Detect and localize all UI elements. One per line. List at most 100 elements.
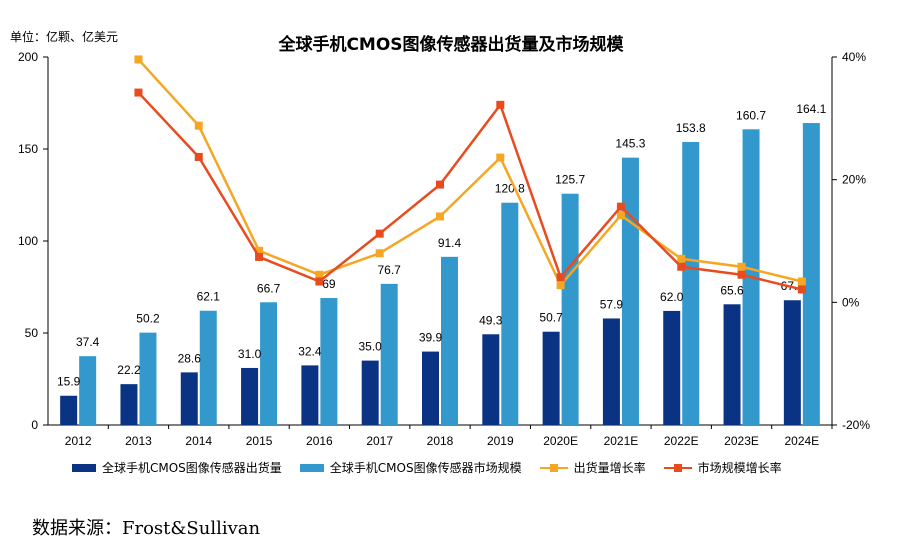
- point-market-growth: [194, 152, 203, 161]
- data-label-shipments: 39.9: [419, 331, 443, 345]
- data-label-shipments: 57.9: [600, 297, 624, 311]
- point-shipment-growth: [436, 212, 444, 221]
- data-label-shipments: 35.0: [359, 340, 383, 354]
- x-axis-tick-label: 2021E: [604, 434, 639, 448]
- bar-market: [139, 332, 157, 425]
- legend-item-market-growth: 市场规模增长率: [663, 459, 782, 476]
- data-label-market: 69: [322, 277, 336, 291]
- right-axis-tick-label: 40%: [842, 50, 866, 64]
- x-axis-tick-label: 2019: [487, 434, 514, 448]
- point-shipment-growth: [556, 281, 565, 290]
- point-market-growth: [255, 252, 264, 261]
- point-market-growth: [134, 88, 143, 97]
- right-axis-tick-label: 20%: [842, 173, 866, 187]
- data-label-market: 153.8: [676, 121, 706, 135]
- data-label-shipments: 28.6: [178, 351, 202, 365]
- bar-shipments: [602, 318, 620, 425]
- x-axis-tick-label: 2014: [185, 434, 212, 448]
- bar-market: [260, 302, 278, 425]
- bar-shipments: [542, 331, 560, 425]
- point-market-growth: [496, 100, 505, 109]
- data-label-market: 62.1: [197, 290, 221, 304]
- left-axis-tick-label: 100: [18, 234, 38, 248]
- line-market-growth: [137, 91, 803, 291]
- x-axis-tick-label: 2020E: [543, 434, 578, 448]
- x-axis-tick-label: 2015: [246, 434, 273, 448]
- point-shipment-growth: [737, 262, 746, 271]
- point-market-growth: [436, 180, 444, 189]
- right-axis-tick-label: 0%: [842, 295, 860, 309]
- data-label-shipments: 32.4: [298, 344, 322, 358]
- bar-shipments: [723, 304, 741, 425]
- bar-shipments: [422, 351, 439, 425]
- point-market-growth: [797, 285, 806, 294]
- point-shipment-growth: [134, 55, 143, 64]
- point-shipment-growth: [616, 211, 625, 220]
- bar-shipments: [120, 384, 138, 425]
- point-shipment-growth: [496, 153, 505, 162]
- bar-shipments: [180, 372, 198, 425]
- legend-label-market-growth: 市场规模增长率: [697, 461, 782, 475]
- bar-market: [621, 157, 639, 425]
- data-label-market: 66.7: [257, 281, 281, 295]
- left-axis-tick-label: 150: [18, 142, 38, 156]
- data-label-market: 164.1: [796, 102, 826, 116]
- bar-market: [380, 283, 398, 425]
- legend-item-shipments: 全球手机CMOS图像传感器出货量: [72, 459, 282, 476]
- legend-label-shipment-growth: 出货量增长率: [573, 461, 646, 475]
- x-axis-tick-label: 2024E: [784, 434, 819, 448]
- bar-shipments: [361, 360, 379, 425]
- right-axis-tick-label: -20%: [842, 418, 870, 432]
- chart-title: 全球手机CMOS图像传感器出货量及市场规模: [278, 35, 624, 55]
- bar-market: [501, 202, 519, 425]
- data-label-market: 120.8: [495, 182, 525, 196]
- left-axis-tick-label: 0: [31, 418, 38, 432]
- bar-market: [199, 310, 217, 425]
- left-axis-tick-label: 50: [25, 326, 39, 340]
- bar-shipments: [60, 395, 78, 425]
- bar-market: [320, 298, 338, 425]
- line-shipment-growth: [137, 58, 803, 288]
- unit-label: 单位：亿颗、亿美元: [10, 30, 119, 44]
- bar-shipments: [482, 334, 500, 425]
- bar-shipments: [241, 367, 259, 425]
- data-label-shipments: 15.9: [57, 375, 81, 389]
- bar-market: [441, 256, 458, 425]
- data-label-shipments: 62.0: [660, 290, 684, 304]
- point-market-growth: [375, 229, 384, 238]
- point-market-growth: [616, 202, 625, 211]
- bar-shipments: [301, 365, 319, 425]
- x-axis-tick-label: 2022E: [664, 434, 699, 448]
- legend-item-shipment-growth: 出货量增长率: [539, 459, 646, 476]
- data-label-shipments: 65.6: [720, 283, 744, 297]
- data-label-shipments: 31.0: [238, 347, 262, 361]
- legend-swatch-market: [299, 463, 324, 472]
- point-shipment-growth: [255, 246, 264, 255]
- x-axis-tick-label: 2012: [65, 434, 92, 448]
- legend: 全球手机CMOS图像传感器出货量 全球手机CMOS图像传感器市场规模 出货量增长…: [72, 459, 800, 476]
- bar-market: [802, 123, 820, 425]
- point-shipment-growth: [315, 270, 324, 279]
- data-label-market: 125.7: [555, 173, 585, 187]
- data-label-shipments: 22.2: [117, 363, 141, 377]
- legend-marker-market-growth: [663, 463, 692, 473]
- source-note: 数据来源：Frost&Sullivan: [32, 518, 261, 539]
- x-axis-tick-label: 2016: [306, 434, 333, 448]
- data-label-shipments: 50.7: [539, 311, 563, 325]
- point-shipment-growth: [375, 249, 384, 258]
- point-shipment-growth: [194, 121, 203, 130]
- point-market-growth: [677, 262, 686, 271]
- data-label-market: 37.4: [76, 335, 100, 349]
- data-label-market: 160.7: [736, 108, 766, 122]
- point-shipment-growth: [677, 254, 686, 263]
- legend-label-market: 全球手机CMOS图像传感器市场规模: [329, 461, 522, 475]
- point-market-growth: [315, 277, 324, 286]
- x-axis-tick-label: 2017: [366, 434, 393, 448]
- data-label-market: 76.7: [378, 263, 402, 277]
- legend-label-shipments: 全球手机CMOS图像传感器出货量: [102, 461, 282, 475]
- point-market-growth: [556, 273, 565, 282]
- legend-marker-shipment-growth: [539, 463, 568, 473]
- data-label-shipments: 49.3: [479, 313, 503, 327]
- legend-item-market: 全球手机CMOS图像传感器市场规模: [299, 459, 522, 476]
